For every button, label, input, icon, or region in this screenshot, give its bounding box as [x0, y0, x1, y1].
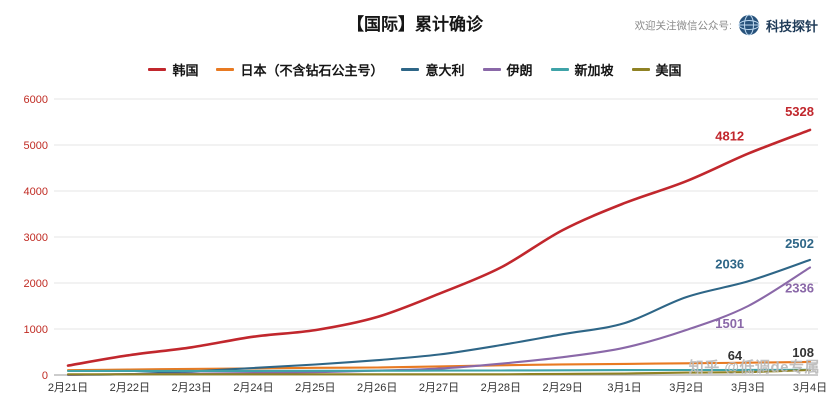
x-tick-label: 3月4日 [793, 382, 827, 394]
legend-label: 伊朗 [506, 63, 533, 78]
y-tick-label: 2000 [24, 278, 48, 290]
data-label-korea: 4812 [715, 129, 744, 144]
x-tick-label: 2月28日 [481, 382, 521, 394]
legend-swatch [216, 68, 235, 71]
series-line-usa [66, 368, 812, 376]
legend-label: 日本（不含钻石公主号） [240, 63, 384, 78]
data-label-iran: 1501 [715, 316, 744, 331]
chart-legend: 韩国 日本（不含钻石公主号） 意大利 伊朗 新加坡 美国 [0, 60, 830, 79]
x-tick-label: 2月26日 [357, 382, 397, 394]
x-tick-label: 3月2日 [669, 382, 703, 394]
legend-item-singapore[interactable]: 新加坡 [550, 60, 614, 79]
legend-item-iran[interactable]: 伊朗 [482, 60, 533, 79]
y-tick-label: 6000 [24, 94, 48, 106]
legend-item-korea[interactable]: 韩国 [148, 60, 198, 79]
brand-area: 欢迎关注微信公众号: 科技探针 [635, 14, 818, 36]
x-tick-label: 2月24日 [233, 382, 273, 394]
y-tick-label: 0 [42, 370, 48, 382]
legend-swatch [550, 68, 569, 71]
legend-label: 意大利 [425, 63, 465, 78]
watermark: 知乎 @低调de专属 [688, 359, 820, 376]
data-label-iran: 2336 [785, 281, 814, 296]
y-tick-label: 3000 [24, 232, 48, 244]
x-tick-label: 2月27日 [419, 382, 459, 394]
legend-label: 美国 [655, 63, 682, 78]
data-label-italy: 2502 [785, 236, 814, 251]
series-line-korea [66, 128, 812, 367]
x-tick-label: 2月21日 [48, 382, 88, 394]
legend-item-japan[interactable]: 日本（不含钻石公主号） [216, 60, 383, 79]
legend-label: 韩国 [172, 63, 199, 78]
x-tick-label: 2月22日 [110, 382, 150, 394]
legend-swatch [148, 68, 167, 71]
legend-swatch [631, 68, 650, 71]
series-line-singapore [66, 368, 812, 373]
legend-swatch [401, 68, 420, 71]
series-line-japan [66, 360, 812, 372]
legend-item-italy[interactable]: 意大利 [401, 60, 465, 79]
legend-swatch [482, 68, 501, 71]
brand-name: 科技探针 [765, 18, 818, 34]
data-label-usa: 64 [728, 348, 743, 363]
y-tick-label: 5000 [24, 140, 48, 152]
x-tick-label: 3月3日 [731, 382, 765, 394]
globe-icon [738, 14, 760, 36]
page-title: 【国际】累计确诊 [347, 15, 483, 34]
y-tick-label: 4000 [24, 186, 48, 198]
legend-item-usa[interactable]: 美国 [631, 60, 682, 79]
x-tick-label: 3月1日 [607, 382, 641, 394]
data-label-usa: 108 [792, 345, 814, 360]
x-tick-label: 2月23日 [171, 382, 211, 394]
y-tick-label: 1000 [24, 324, 48, 336]
x-tick-label: 2月29日 [542, 382, 582, 394]
data-label-italy: 2036 [715, 256, 744, 271]
x-tick-label: 2月25日 [295, 382, 335, 394]
data-label-korea: 5328 [785, 104, 814, 119]
legend-label: 新加坡 [574, 63, 614, 78]
subscribe-text: 欢迎关注微信公众号: [634, 19, 732, 32]
